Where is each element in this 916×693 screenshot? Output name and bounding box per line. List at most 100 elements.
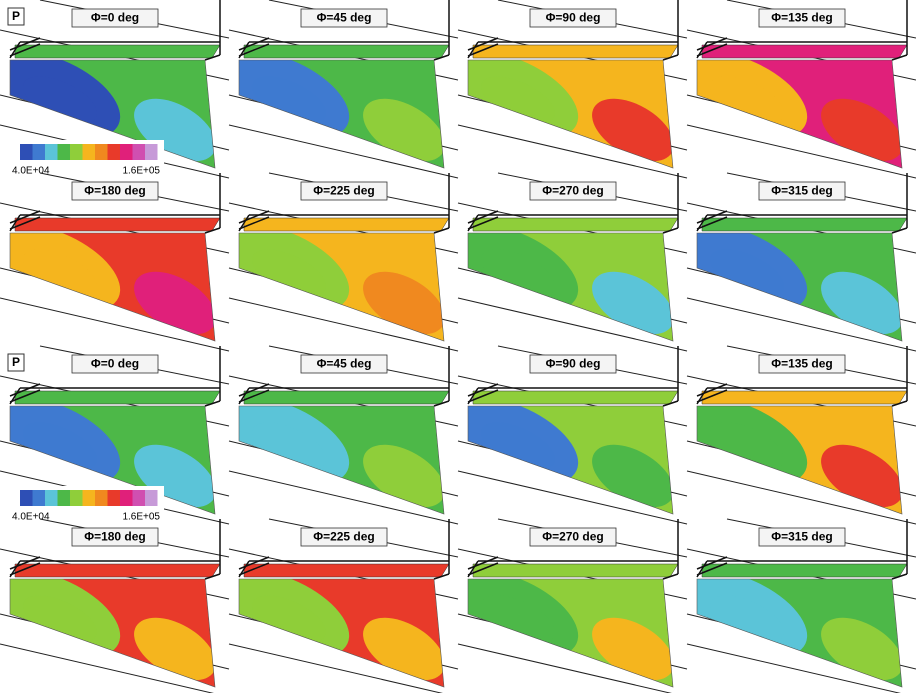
contour <box>363 444 444 508</box>
title-box <box>529 181 617 201</box>
colorbar-min: 4.0E+04 <box>12 166 50 177</box>
label-box <box>7 7 25 26</box>
surface <box>239 579 444 687</box>
colorbar-min: 4.0E+04 <box>12 512 50 523</box>
frame <box>238 43 270 57</box>
contour <box>821 271 902 335</box>
surface-outline <box>467 578 674 688</box>
contour <box>251 595 327 643</box>
surface-outline <box>696 59 903 169</box>
frame <box>467 43 499 57</box>
top-strip <box>701 44 908 59</box>
frame <box>238 562 270 576</box>
swatch <box>32 490 45 506</box>
swatch <box>20 144 33 160</box>
top-strip <box>472 390 679 405</box>
top-strip <box>701 390 908 405</box>
frame <box>467 562 499 576</box>
frame <box>238 556 270 570</box>
colorbar-max: 1.6E+05 <box>122 512 160 523</box>
panel: Φ=225 deg <box>228 518 459 693</box>
wire <box>686 470 916 525</box>
title-box <box>758 181 846 201</box>
title-box <box>300 8 388 28</box>
frame <box>433 227 450 234</box>
frame <box>662 227 679 234</box>
frame <box>238 389 270 403</box>
contour <box>22 595 98 643</box>
frame <box>9 216 41 230</box>
swatch <box>20 490 33 506</box>
contour <box>592 444 673 508</box>
surface-outline <box>467 232 674 342</box>
contour <box>251 422 327 470</box>
frame <box>238 210 270 224</box>
top-strip <box>14 390 221 405</box>
contour <box>821 444 902 508</box>
frame <box>9 210 41 224</box>
contour <box>821 617 902 681</box>
panel: Φ=90 deg <box>457 0 688 179</box>
surface <box>468 233 673 341</box>
swatch <box>70 490 83 506</box>
contour <box>592 617 673 681</box>
frame <box>204 400 221 407</box>
panel-title: Φ=180 deg <box>84 530 146 544</box>
panel: Φ=0 deg P 4.0E+04 1.6E+05 <box>0 0 230 180</box>
frame <box>433 573 450 580</box>
frame <box>238 37 270 51</box>
surface-outline <box>696 232 903 342</box>
swatch <box>57 490 70 506</box>
panel: Φ=315 deg <box>686 518 916 693</box>
surface <box>10 579 215 687</box>
title-box <box>758 354 846 374</box>
surface-outline <box>238 232 445 342</box>
panel-title: Φ=0 deg <box>91 11 139 25</box>
swatch <box>107 490 120 506</box>
swatch <box>45 144 58 160</box>
frame <box>891 227 908 234</box>
contour <box>22 422 98 470</box>
panel: Φ=225 deg <box>228 172 459 352</box>
wire <box>686 124 916 179</box>
swatch <box>95 490 108 506</box>
contour <box>480 249 556 297</box>
group-label: P <box>12 9 20 23</box>
contour <box>22 76 98 124</box>
title-box <box>300 527 388 547</box>
contour <box>480 422 556 470</box>
swatch <box>95 144 108 160</box>
frame <box>696 216 728 230</box>
label-box <box>7 353 25 372</box>
surface-outline <box>238 578 445 688</box>
title-box <box>71 527 159 547</box>
contour <box>363 271 444 335</box>
frame <box>696 383 728 397</box>
panel: Φ=315 deg <box>686 172 916 352</box>
contour <box>480 595 556 643</box>
title-box <box>71 181 159 201</box>
wire <box>228 470 459 525</box>
top-strip <box>14 217 221 232</box>
frame <box>467 216 499 230</box>
swatch <box>132 490 145 506</box>
wire <box>228 297 459 352</box>
top-strip <box>472 217 679 232</box>
title-box <box>758 8 846 28</box>
swatch <box>70 144 83 160</box>
panel-title: Φ=225 deg <box>313 184 375 198</box>
frame <box>467 389 499 403</box>
wire <box>228 124 459 179</box>
top-strip <box>14 44 221 59</box>
panel-title: Φ=180 deg <box>84 184 146 198</box>
title-box <box>529 354 617 374</box>
contour <box>709 422 785 470</box>
swatch <box>45 490 58 506</box>
panel-title: Φ=315 deg <box>771 530 833 544</box>
surface-outline <box>696 578 903 688</box>
panel: Φ=90 deg <box>457 345 688 525</box>
frame <box>433 400 450 407</box>
group-label: P <box>12 355 20 369</box>
panel-title: Φ=270 deg <box>542 530 604 544</box>
